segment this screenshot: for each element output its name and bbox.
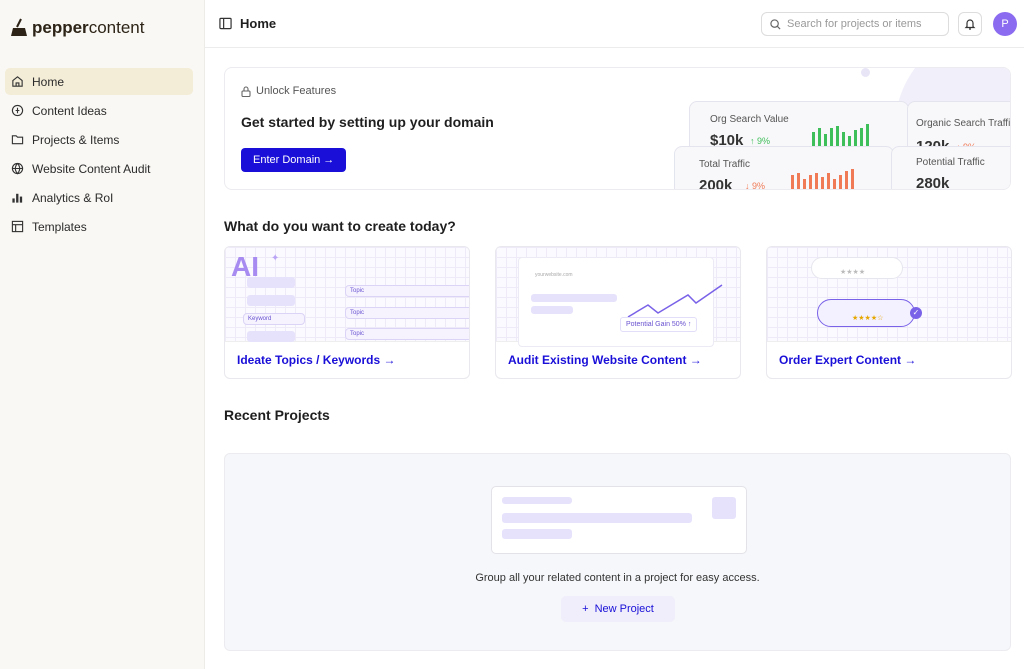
check-icon: ✓: [910, 307, 922, 319]
notifications-button[interactable]: [958, 12, 982, 36]
logo-bold: pepper: [32, 18, 89, 37]
bar: [791, 175, 794, 189]
unlock-features-banner: Unlock Features Get started by setting u…: [224, 67, 1011, 190]
card-ideate-topics[interactable]: AI ✦ Keyword Topic Topic Topic Ideate To…: [224, 246, 470, 379]
bar: [803, 179, 806, 189]
stat-value: 280k: [916, 175, 950, 190]
sidebar-item-label: Home: [32, 74, 65, 89]
selected-rating-card: ★★★★☆: [817, 299, 915, 327]
topic-label: Topic: [350, 288, 365, 294]
sparkle-icon: ✦: [271, 253, 280, 264]
logo-light: content: [88, 18, 145, 37]
bar: [836, 126, 839, 146]
card-link[interactable]: Ideate Topics / Keywords →: [237, 353, 396, 367]
unlock-label: Unlock Features: [256, 85, 337, 97]
bar: [830, 128, 833, 146]
sidebar-toggle-icon[interactable]: [219, 17, 232, 30]
bar: [842, 132, 845, 146]
page-title: Home: [240, 16, 277, 31]
bar: [818, 128, 821, 146]
stat-value: 200k: [699, 177, 733, 190]
keyword-label: Keyword: [248, 316, 272, 322]
bulb-icon: [11, 104, 24, 117]
plus-icon: +: [582, 603, 589, 615]
logo[interactable]: peppercontent: [10, 18, 144, 38]
bar: [866, 124, 869, 146]
potential-gain-badge: Potential Gain 50% ↑: [620, 317, 698, 332]
bar: [839, 175, 842, 189]
green-bar-chart: [812, 124, 869, 146]
sidebar-item-projects[interactable]: Projects & Items: [5, 126, 193, 153]
sidebar-item-label: Content Ideas: [32, 103, 107, 118]
stat-label: Total Traffic: [699, 159, 750, 170]
folder-icon: [11, 135, 24, 145]
search-placeholder: Search for projects or items: [787, 18, 922, 30]
sidebar-item-home[interactable]: Home: [5, 68, 193, 95]
sidebar-item-analytics[interactable]: Analytics & RoI: [5, 184, 193, 211]
url-label: yourwebsite.com: [535, 272, 573, 278]
sidebar-nav: Home Content Ideas Projects & Items Webs…: [5, 68, 193, 242]
empty-state-text: Group all your related content in a proj…: [475, 572, 760, 584]
placeholder-illustration: [491, 486, 747, 554]
sidebar-item-label: Projects & Items: [32, 132, 120, 147]
ai-label: AI: [231, 251, 259, 282]
sidebar-item-website-audit[interactable]: Website Content Audit: [5, 155, 193, 182]
bar: [845, 171, 848, 189]
rating-card: ★★★★: [811, 257, 903, 279]
bar: [812, 132, 815, 146]
recent-projects-title: Recent Projects: [224, 407, 330, 423]
bar: [854, 130, 857, 146]
stat-value: $10k: [710, 132, 744, 149]
banner-title: Get started by setting up your domain: [241, 114, 494, 130]
ink-pot-icon: [11, 18, 27, 36]
sidebar: peppercontent Home Content Ideas Project…: [0, 0, 205, 669]
topic-label: Topic: [350, 310, 365, 316]
avatar[interactable]: P: [993, 12, 1017, 36]
card-order-expert[interactable]: ★★★★ ★★★★☆ ✓ Order Expert Content →: [766, 246, 1012, 379]
recent-projects-empty-state: Group all your related content in a proj…: [224, 453, 1011, 651]
gain-text: Potential Gain 50%: [626, 321, 686, 328]
bell-icon: [964, 19, 976, 30]
home-icon: [12, 76, 23, 87]
sidebar-item-label: Analytics & RoI: [32, 190, 114, 205]
stat-delta: ↓ 9%: [745, 181, 766, 190]
card-audit-website[interactable]: yourwebsite.com Potential Gain 50% ↑ Aud…: [495, 246, 741, 379]
create-section-title: What do you want to create today?: [224, 218, 456, 234]
enter-domain-button[interactable]: Enter Domain →: [241, 148, 347, 172]
bar: [833, 179, 836, 189]
search-input[interactable]: Search for projects or items: [761, 12, 949, 36]
trend-line-icon: [627, 284, 723, 318]
stat-label: Potential Traffic: [916, 157, 985, 168]
header: Home Search for projects or items P: [205, 0, 1024, 48]
card-link[interactable]: Order Expert Content →: [779, 353, 917, 367]
bar: [797, 173, 800, 189]
chart-icon: [12, 193, 23, 203]
orange-bar-chart: [791, 167, 854, 189]
bar: [809, 175, 812, 189]
stat-label: Org Search Value: [710, 114, 789, 125]
new-project-label: New Project: [594, 603, 654, 615]
bar: [848, 136, 851, 146]
globe-icon: [11, 162, 24, 175]
card-link[interactable]: Audit Existing Website Content →: [508, 353, 702, 367]
sidebar-item-label: Website Content Audit: [32, 161, 151, 176]
new-project-button[interactable]: + New Project: [561, 596, 675, 622]
sidebar-item-label: Templates: [32, 219, 87, 234]
lock-icon: [241, 85, 251, 97]
stat-potential-traffic: Potential Traffic 280k: [891, 146, 1010, 190]
template-icon: [11, 220, 24, 233]
stat-total-traffic: Total Traffic 200k ↓ 9%: [674, 146, 894, 190]
stat-delta: ↑ 9%: [750, 136, 771, 146]
stat-label: Organic Search Traffic: [916, 118, 1011, 129]
search-icon: [770, 18, 781, 30]
sidebar-item-content-ideas[interactable]: Content Ideas: [5, 97, 193, 124]
bar: [824, 134, 827, 146]
bar: [815, 173, 818, 189]
bar: [827, 173, 830, 189]
bar: [851, 169, 854, 189]
topic-label: Topic: [350, 331, 365, 337]
bar: [821, 177, 824, 189]
sidebar-item-templates[interactable]: Templates: [5, 213, 193, 240]
bar: [860, 128, 863, 146]
